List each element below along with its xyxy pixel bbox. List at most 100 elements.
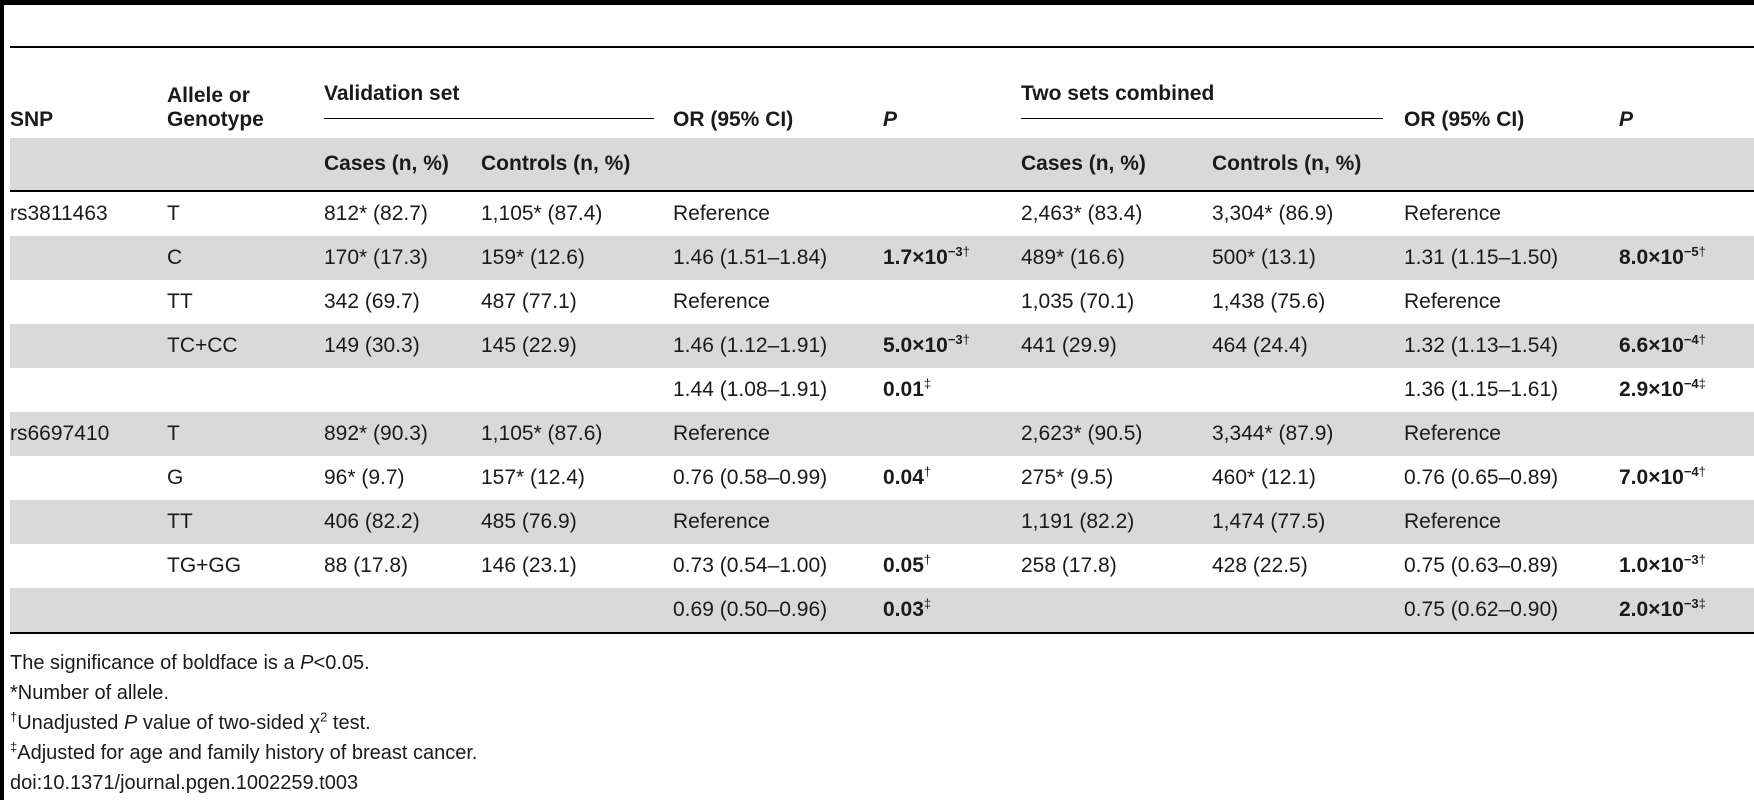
p-value-exponent: −3: [1683, 596, 1699, 611]
p-value-base: 2.0×10: [1619, 598, 1684, 621]
cell-validation-controls: 145 (22.9): [481, 324, 673, 368]
cell-validation-controls: 487 (77.1): [481, 290, 577, 313]
cell-combined-cases: 275* (9.5): [1021, 466, 1114, 489]
cell-validation-or: 0.73 (0.54–1.00): [673, 554, 828, 577]
cell-allele: C: [167, 236, 324, 280]
p-value-exponent: −4: [1683, 464, 1699, 479]
cell-combined-p: [1619, 412, 1754, 456]
cell-validation-controls: 1,105* (87.4): [481, 202, 603, 225]
p-value-exponent: −4: [1683, 332, 1699, 347]
table-row: C 170* (17.3) 159* (12.6) 1.46 (1.51–1.84) 1…: [10, 236, 1754, 280]
cell-snp: [10, 368, 167, 412]
cell-combined-p: 2.0×10−3‡: [1619, 588, 1754, 634]
cell-combined-cases: 2,463* (83.4): [1021, 202, 1143, 225]
cell-combined-p: 2.9×10−4‡: [1619, 368, 1754, 412]
header-cases-2: Cases (n, %): [1021, 138, 1212, 192]
p-value-base: 0.05: [883, 554, 924, 577]
cell-combined-p: 1.0×10−3†: [1619, 544, 1754, 588]
table-row: 1.44 (1.08–1.91) 0.01‡ 1.36 (1.15–1.61) 2.9…: [10, 368, 1754, 412]
p-value-footnote-mark: †: [1698, 552, 1706, 567]
cell-snp: [10, 588, 167, 634]
header-or-ci-1: OR (95% CI): [673, 46, 883, 138]
p-value-footnote-mark: ‡: [923, 376, 932, 391]
p-value-footnote-mark: ‡: [1698, 596, 1706, 611]
table-row: G 96* (9.7) 157* (12.4) 0.76 (0.58–0.99) 0.0…: [10, 456, 1754, 500]
p-value-footnote-mark: †: [923, 464, 932, 479]
p-value-base: 0.01: [883, 378, 924, 401]
cell-validation-or: Reference: [673, 412, 883, 456]
p-value-base: 1.0×10: [1619, 554, 1684, 577]
cell-validation-controls: 157* (12.4): [481, 466, 585, 489]
p-value-exponent: −3: [1683, 552, 1699, 567]
header-two-sets: Two sets combined: [1021, 46, 1404, 138]
header-or-ci-2: OR (95% CI): [1404, 46, 1619, 138]
table-row: 0.69 (0.50–0.96) 0.03‡ 0.75 (0.62–0.90) 2.0…: [10, 588, 1754, 634]
p-value-footnote-mark: †: [923, 552, 932, 567]
cell-combined-controls: 3,344* (87.9): [1212, 412, 1404, 456]
cell-combined-p: [1619, 500, 1754, 544]
cell-validation-p: 0.05†: [883, 544, 1021, 588]
header-p-2: P: [1619, 46, 1754, 138]
cell-allele: T: [167, 202, 180, 225]
cell-combined-controls: 1,438 (75.6): [1212, 290, 1326, 313]
cell-combined-cases: 1,191 (82.2): [1021, 500, 1212, 544]
cell-validation-or: 0.69 (0.50–0.96): [673, 588, 883, 634]
cell-combined-controls: [1212, 368, 1404, 412]
results-table: SNP Allele or Genotype Validation set OR…: [10, 46, 1754, 634]
header-validation-set: Validation set: [324, 46, 673, 138]
cell-snp: [10, 456, 167, 500]
cell-validation-or: 0.76 (0.58–0.99): [673, 466, 828, 489]
cell-validation-cases: [324, 368, 481, 412]
cell-combined-controls: 1,474 (77.5): [1212, 500, 1404, 544]
table-container: SNP Allele or Genotype Validation set OR…: [10, 46, 1754, 634]
p-value-base: 8.0×10: [1619, 246, 1684, 269]
header-blank: [1404, 138, 1619, 192]
cell-validation-p: [883, 191, 1021, 236]
table-footnotes: The significance of boldface is a P<0.05…: [10, 648, 477, 798]
cell-allele: TT: [167, 290, 193, 313]
header-blank: [673, 138, 883, 192]
footnote-boldface: The significance of boldface is a P<0.05…: [10, 648, 477, 678]
cell-validation-cases: 892* (90.3): [324, 412, 481, 456]
p-value-base: 1.7×10: [883, 246, 948, 269]
cell-combined-p: [1619, 280, 1754, 324]
cell-validation-cases: 342 (69.7): [324, 290, 420, 313]
table-row: TG+GG 88 (17.8) 146 (23.1) 0.73 (0.54–1.00)…: [10, 544, 1754, 588]
cell-allele: T: [167, 412, 324, 456]
cell-validation-p: [883, 280, 1021, 324]
cell-validation-cases: 149 (30.3): [324, 324, 481, 368]
p-value-base: 0.04: [883, 466, 924, 489]
p-value-footnote-mark: †: [1698, 332, 1706, 347]
cell-validation-cases: 170* (17.3): [324, 236, 481, 280]
table-body: rs3811463 T 812* (82.7) 1,105* (87.4) Refere…: [10, 191, 1754, 634]
p-value-exponent: −3: [947, 332, 963, 347]
cell-combined-cases: 258 (17.8): [1021, 554, 1117, 577]
footnote-mark: ‡: [10, 739, 18, 755]
cell-combined-controls: 3,304* (86.9): [1212, 202, 1334, 225]
p-value-base: 2.9×10: [1619, 378, 1684, 401]
header-row-2: Cases (n, %) Controls (n, %) Cases (n, %…: [10, 138, 1754, 192]
p-value-base: 0.03: [883, 598, 924, 621]
footnote-text: value of two-sided χ: [137, 712, 321, 734]
cell-validation-p: 0.04†: [883, 456, 1021, 500]
two-sets-label: Two sets combined: [1021, 68, 1383, 119]
cell-validation-controls: [481, 368, 673, 412]
header-allele: Allele or Genotype: [167, 46, 324, 138]
cell-combined-cases: [1021, 368, 1212, 412]
cell-snp: [10, 280, 167, 324]
footnote-mark: †: [10, 709, 18, 725]
cell-validation-cases: [324, 588, 481, 634]
p-value-footnote-mark: †: [962, 244, 970, 259]
table-row: TT 406 (82.2) 485 (76.9) Reference 1,191 (82…: [10, 500, 1754, 544]
left-rule: [0, 0, 4, 800]
p-value-footnote-mark: †: [962, 332, 970, 347]
p-value-exponent: −5: [1683, 244, 1699, 259]
cell-snp: [10, 544, 167, 588]
header-row-1: SNP Allele or Genotype Validation set OR…: [10, 46, 1754, 138]
cell-combined-p: 7.0×10−4†: [1619, 456, 1754, 500]
header-allele-line2: Genotype: [167, 108, 264, 131]
cell-snp: [10, 324, 167, 368]
doi-link[interactable]: doi:10.1371/journal.pgen.1002259.t003: [10, 772, 359, 794]
cell-validation-p: [883, 412, 1021, 456]
table-row: TT 342 (69.7) 487 (77.1) Reference 1,035 (70…: [10, 280, 1754, 324]
